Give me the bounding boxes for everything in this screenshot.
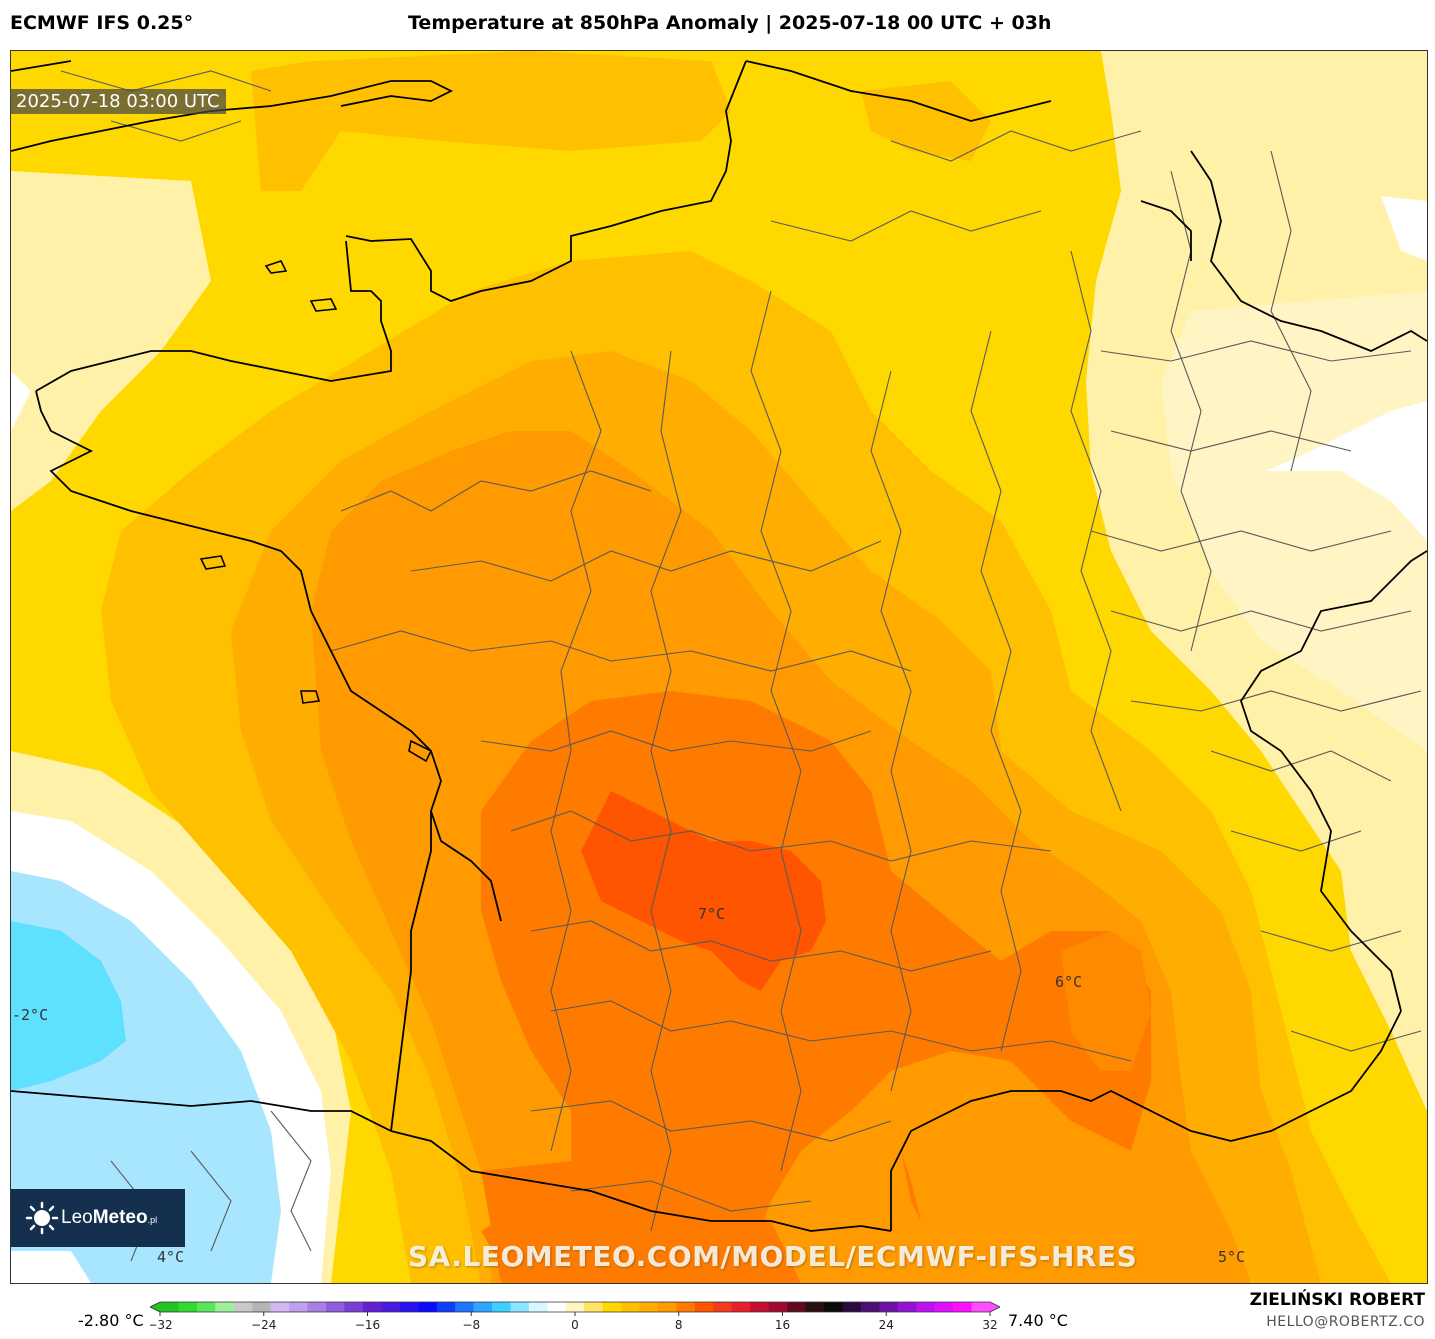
colorbar-segment — [824, 1302, 843, 1312]
colorbar-segment — [326, 1302, 345, 1312]
colorbar-tick-label: 32 — [982, 1318, 997, 1332]
colorbar-segment — [584, 1302, 604, 1312]
colorbar-tick-label: 24 — [879, 1318, 894, 1332]
colorbar-segment — [658, 1302, 677, 1312]
colorbar-segment — [362, 1302, 382, 1312]
colorbar-segment — [842, 1302, 862, 1312]
colorbar-segment — [436, 1302, 456, 1312]
valid-time-badge: 2025-07-18 03:00 UTC — [10, 89, 226, 114]
colorbar-segment — [473, 1302, 493, 1312]
coastlines-and-borders — [11, 60, 1427, 1232]
value-label-bottom-right: 5°C — [1218, 1248, 1246, 1266]
colorbar-tick-label: −32 — [150, 1318, 173, 1332]
colorbar-segment — [252, 1302, 272, 1312]
colorbar-segment — [934, 1302, 954, 1312]
colorbar-segment — [270, 1302, 290, 1312]
leometeo-logo: LeoMeteo.pl — [11, 1189, 185, 1247]
colorbar-tick-label: −8 — [462, 1318, 480, 1332]
colorbar-segment — [639, 1302, 659, 1312]
region-borders — [60, 70, 1422, 1262]
value-label-bottom-left: 4°C — [157, 1248, 185, 1266]
anomaly-zone-cyan — [11, 921, 126, 1091]
colorbar-segment — [787, 1302, 807, 1312]
colorbar-segment — [547, 1302, 567, 1312]
colorbar-segment — [344, 1302, 364, 1312]
anomaly-zone-hotspot-south — [901, 1151, 921, 1221]
value-label-southwest: -2°C — [12, 1006, 49, 1024]
colorbar-segment — [694, 1302, 714, 1312]
colorbar-segment — [860, 1302, 880, 1312]
colorbar-segment — [233, 1302, 253, 1312]
colorbar-segment — [492, 1302, 511, 1312]
anomaly-zone-amber-northeast — [861, 81, 991, 161]
colorbar-segment — [399, 1302, 419, 1312]
colorbar-tick-label: 8 — [675, 1318, 683, 1332]
anomaly-zone-white-east — [1266, 401, 1427, 541]
value-label-east: 6°C — [1055, 973, 1083, 991]
colorbar-tick-label: 16 — [775, 1318, 790, 1332]
colorbar-segment — [602, 1302, 622, 1312]
colorbar-segment — [897, 1302, 917, 1312]
colorbar-segment — [418, 1302, 438, 1312]
colorbar-segment — [971, 1302, 991, 1312]
colorbar-segment — [750, 1302, 770, 1312]
colorbar-segment — [879, 1302, 899, 1312]
colorbar-tick-label: −16 — [355, 1318, 380, 1332]
source-watermark: SA.LEOMETEO.COM/MODEL/ECMWF-IFS-HRES — [408, 1240, 1138, 1273]
colorbar-segment — [916, 1302, 936, 1312]
anomaly-zone-orange-dark-pyrenees — [481, 1161, 801, 1283]
colorbar-segment — [510, 1302, 530, 1312]
anomaly-zone-cream-far-east — [1161, 291, 1427, 751]
colorbar-tick-label: −24 — [251, 1318, 276, 1332]
colorbar-segment — [621, 1302, 641, 1312]
colorbar-segment — [805, 1302, 825, 1312]
colorbar-segment — [528, 1302, 548, 1312]
colorbar-segment — [307, 1302, 327, 1312]
colorbar-segment — [953, 1302, 973, 1312]
value-label-center: 7°C — [698, 905, 726, 923]
colorbar-segment — [215, 1302, 235, 1312]
author-name: ZIELIŃSKI ROBERT — [1249, 1290, 1425, 1310]
anomaly-zone-white-west — [11, 371, 31, 431]
colorbar-segment — [289, 1302, 309, 1312]
logo-wordmark: LeoMeteo.pl — [61, 1207, 158, 1228]
anomaly-zone-white-corner — [11, 1251, 91, 1283]
anomaly-zone-hotspot-east — [1061, 931, 1151, 1071]
colorbar-segment — [713, 1302, 733, 1312]
colorbar-segment — [160, 1302, 179, 1312]
colorbar-tick-label: 0 — [571, 1318, 579, 1332]
colorbar-segment — [731, 1302, 751, 1312]
colorbar-segment — [676, 1302, 696, 1312]
colorbar-segment — [178, 1302, 198, 1312]
colorbar-min-label: -2.80 °C — [78, 1311, 144, 1330]
colorbar-segment — [565, 1302, 585, 1312]
anomaly-zone-pale-west — [11, 171, 211, 511]
anomaly-zone-white-northeast — [1381, 196, 1427, 261]
model-name: ECMWF IFS 0.25° — [10, 12, 194, 34]
colorbar-max-label: 7.40 °C — [1008, 1311, 1068, 1330]
author-email: HELLO@ROBERTZ.CO — [1266, 1314, 1425, 1330]
temperature-anomaly-map — [10, 50, 1428, 1284]
colorbar-extend-min — [150, 1302, 160, 1312]
colorbar-extend-max — [990, 1302, 1000, 1312]
map-title: Temperature at 850hPa Anomaly | 2025-07-… — [408, 12, 1052, 34]
colorbar-segment — [768, 1302, 788, 1312]
colorbar-segment — [455, 1302, 475, 1312]
sun-icon — [25, 1201, 59, 1235]
anomaly-zone-red-orange — [581, 791, 826, 991]
colorbar-segment — [196, 1302, 216, 1312]
colorbar-segment — [381, 1302, 401, 1312]
islands — [199, 260, 433, 763]
temperature-colorbar: −32 −24 −16 −8 0 8 16 24 32 — [150, 1301, 1000, 1332]
